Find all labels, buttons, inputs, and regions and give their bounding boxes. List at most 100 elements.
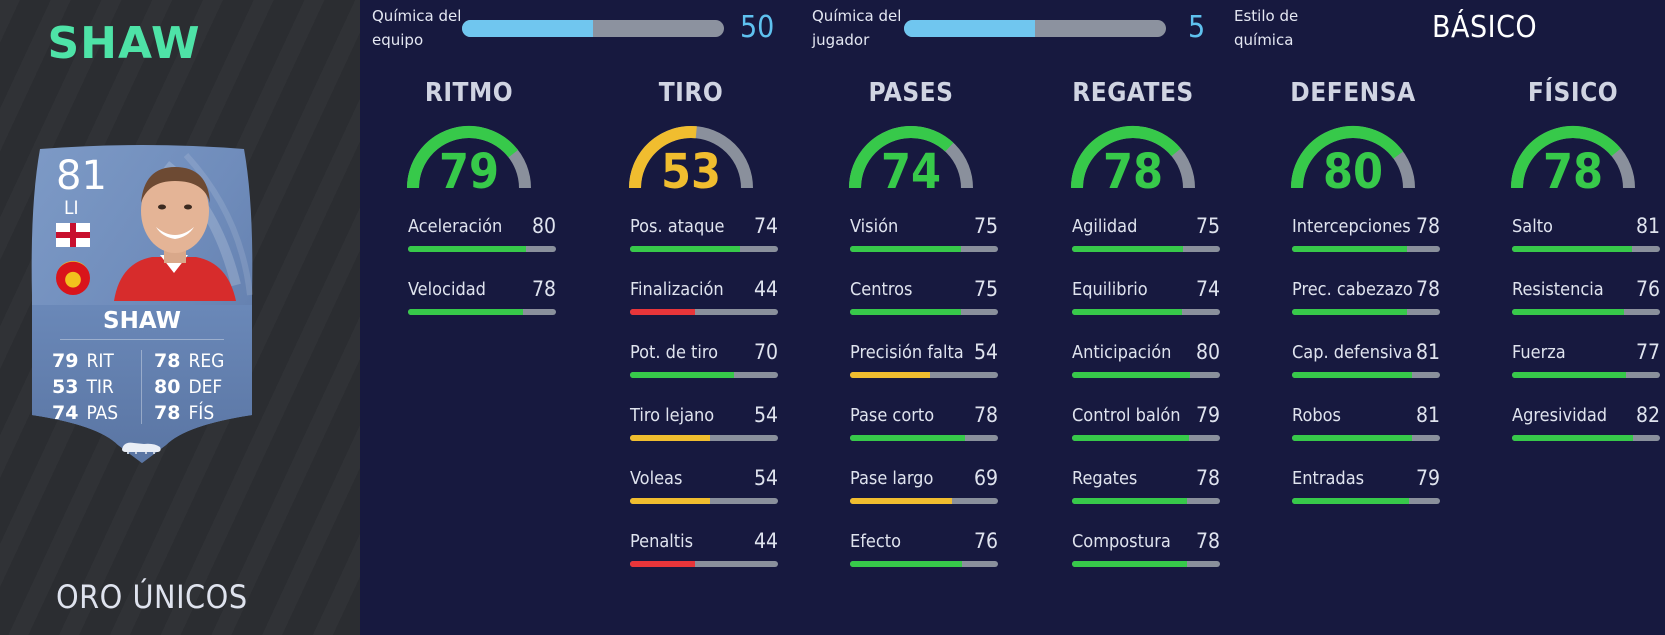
chemistry-style-value[interactable]: BÁSICO xyxy=(1432,10,1538,45)
sub-stat-aceleracion: Aceleración 80 xyxy=(408,214,556,256)
sub-stat-label: Visión xyxy=(850,216,899,237)
card-player-name: SHAW xyxy=(103,308,181,334)
stat-column-fisico: FÍSICO 78 Salto 81 Resistencia 76 Fuerza 77 Agre… xyxy=(1494,78,1660,618)
boot-icon xyxy=(122,442,161,454)
sub-stat-bar-fill xyxy=(1072,372,1191,378)
sub-stat-label: Agilidad xyxy=(1072,216,1138,237)
sub-stat-bar-fill xyxy=(408,246,527,252)
sub-stat-label: Centros xyxy=(850,279,913,300)
sub-stat-penaltis: Penaltis 44 xyxy=(630,529,778,571)
stat-column-pases: PASES 74 Visión 75 Centros 75 Precisión falta 5… xyxy=(832,78,998,618)
sub-stat-value: 76 xyxy=(973,529,998,553)
player-chemistry-value: 5 xyxy=(1188,10,1206,45)
sub-stat-agilidad: Agilidad 75 xyxy=(1072,214,1220,256)
card-quality-label: ORO ÚNICOS xyxy=(56,578,248,616)
sub-stat-label: Anticipación xyxy=(1072,342,1172,363)
sub-stat-bar xyxy=(630,561,778,567)
sub-stat-voleas: Voleas 54 xyxy=(630,466,778,508)
team-chemistry-fill xyxy=(462,20,593,37)
sub-stat-entradas: Entradas 79 xyxy=(1292,466,1440,508)
sub-stat-value: 79 xyxy=(1195,403,1220,427)
sub-stat-value: 78 xyxy=(531,277,556,301)
sub-stat-bar xyxy=(1512,372,1660,378)
sub-stat-label: Pot. de tiro xyxy=(630,342,719,363)
sub-stat-bar-fill xyxy=(850,498,953,504)
sub-stat-salto: Salto 81 xyxy=(1512,214,1660,256)
sub-stat-equilibrio: Equilibrio 74 xyxy=(1072,277,1220,319)
sub-stat-label: Efecto xyxy=(850,531,902,552)
sub-stat-value: 54 xyxy=(753,466,778,490)
player-chemistry-label: Química del jugador xyxy=(812,7,902,49)
card-rating: 81 xyxy=(56,153,107,199)
sub-stat-bar xyxy=(850,372,998,378)
sub-stat-bar xyxy=(1292,309,1440,315)
sub-stat-tiro-lejano: Tiro lejano 54 xyxy=(630,403,778,445)
sub-stat-value: 54 xyxy=(973,340,998,364)
england-flag-icon xyxy=(56,223,90,247)
sub-stat-value: 78 xyxy=(973,403,998,427)
sub-stat-label: Finalización xyxy=(630,279,724,300)
sub-stat-bar-fill xyxy=(850,372,930,378)
sub-stat-value: 78 xyxy=(1415,214,1440,238)
category-value: 79 xyxy=(438,144,500,200)
category-gauge xyxy=(407,126,531,189)
stat-column-ritmo: RITMO 79 Aceleración 80 Velocidad 78 xyxy=(390,78,556,618)
sub-stat-value: 69 xyxy=(973,466,998,490)
sub-stat-bar xyxy=(408,309,556,315)
sub-stat-label: Velocidad xyxy=(408,279,486,300)
sub-stat-bar xyxy=(850,498,998,504)
sub-stat-centros: Centros 75 xyxy=(850,277,998,319)
category-title: TIRO xyxy=(658,78,724,108)
sub-stat-bar-fill xyxy=(1072,246,1183,252)
card-stat-pas: 74 PAS xyxy=(52,402,119,424)
sub-stat-bar-fill xyxy=(1072,498,1188,504)
gauge-fill xyxy=(849,126,954,189)
sub-stat-bar-fill xyxy=(1512,435,1634,441)
card-position: LI xyxy=(64,197,79,219)
sub-stat-bar-fill xyxy=(1512,309,1625,315)
sub-stat-bar-fill xyxy=(1292,435,1412,441)
sub-stat-regates: Regates 78 xyxy=(1072,466,1220,508)
sub-stat-compostura: Compostura 78 xyxy=(1072,529,1220,571)
sub-stat-pase-largo: Pase largo 69 xyxy=(850,466,998,508)
sub-stat-value: 75 xyxy=(1195,214,1220,238)
sub-stat-pot-de-tiro: Pot. de tiro 70 xyxy=(630,340,778,382)
sub-stat-label: Compostura xyxy=(1072,531,1171,552)
sub-stat-value: 54 xyxy=(753,403,778,427)
sub-stat-bar xyxy=(1292,498,1440,504)
sub-stat-value: 81 xyxy=(1635,214,1660,238)
sub-stat-label: Prec. cabezazo xyxy=(1292,279,1413,300)
sub-stat-value: 80 xyxy=(1195,340,1220,364)
sub-stat-bar xyxy=(630,372,778,378)
gauge-fill xyxy=(1071,126,1181,189)
player-chemistry-fill xyxy=(904,20,1035,37)
sub-stat-value: 76 xyxy=(1635,277,1660,301)
sub-stat-bar xyxy=(850,309,998,315)
sub-stat-bar-fill xyxy=(630,498,710,504)
sub-stat-bar xyxy=(1512,246,1660,252)
sub-stat-intercepciones: Intercepciones 78 xyxy=(1292,214,1440,256)
sub-stat-label: Control balón xyxy=(1072,405,1181,426)
sub-stat-bar xyxy=(1072,246,1220,252)
sub-stat-value: 75 xyxy=(973,214,998,238)
sub-stat-bar-fill xyxy=(630,561,696,567)
sub-stat-bar-fill xyxy=(630,309,696,315)
sub-stat-finalizacion: Finalización 44 xyxy=(630,277,778,319)
sub-stat-robos: Robos 81 xyxy=(1292,403,1440,445)
sub-stat-bar-fill xyxy=(850,435,966,441)
sub-stat-bar xyxy=(630,246,778,252)
sub-stat-precision-falta: Precisión falta 54 xyxy=(850,340,998,382)
sub-stat-value: 82 xyxy=(1635,403,1660,427)
sub-stat-label: Pase largo xyxy=(850,468,934,489)
card-stat-reg: 78 REG xyxy=(154,350,225,372)
team-chemistry-bar xyxy=(462,20,724,37)
team-chemistry-label: Química del equipo xyxy=(372,7,462,49)
sub-stat-prec-cabezazo: Prec. cabezazo 78 xyxy=(1292,277,1440,319)
category-value: 74 xyxy=(880,144,942,200)
player-card[interactable]: 81 LI SHAW 79 RIT 53 TIR 74 PAS 78 REG 80 DEF… xyxy=(26,145,258,485)
sub-stat-bar xyxy=(408,246,556,252)
sub-stat-bar xyxy=(1072,309,1220,315)
category-title: REGATES xyxy=(1072,78,1194,108)
player-panel: SHAW 81 LI xyxy=(0,0,360,635)
sub-stat-label: Aceleración xyxy=(408,216,503,237)
